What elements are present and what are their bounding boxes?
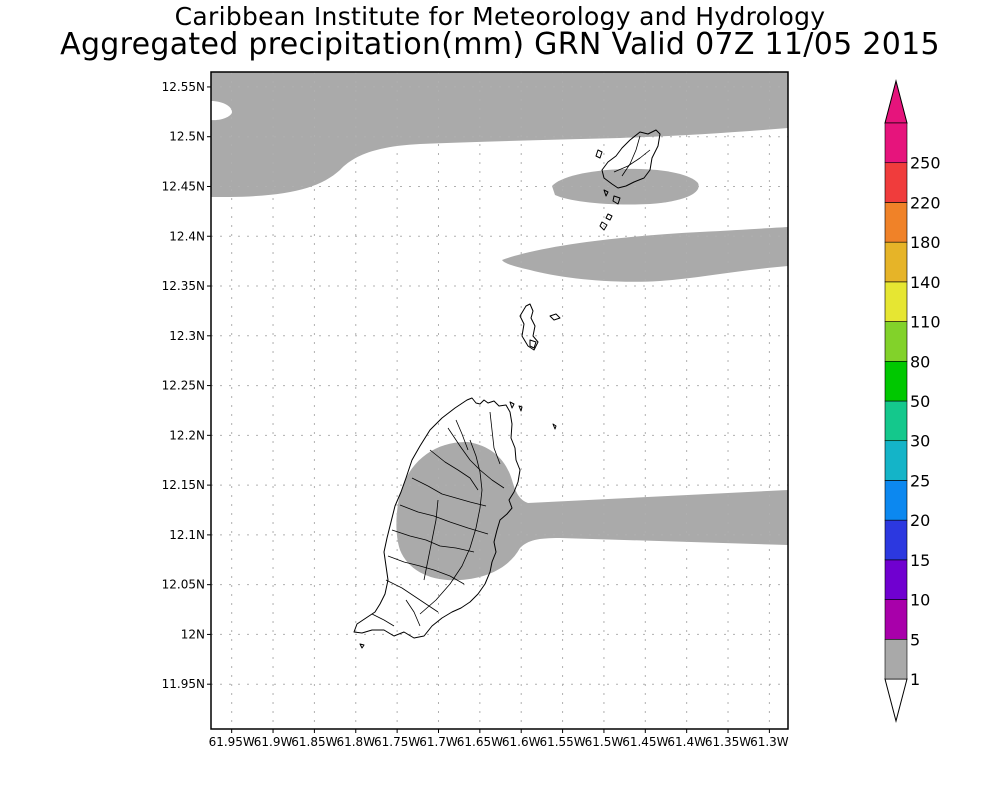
colorbar-label: 25: [910, 471, 930, 490]
precip-area-north-band: [211, 72, 788, 197]
lon-tick-label: 61.45W: [622, 735, 668, 749]
colorbar-label: 80: [910, 352, 930, 371]
colorbar-segment: [884, 241, 908, 283]
colorbar-segment: [884, 162, 908, 203]
carriacou-boundaries: [613, 135, 651, 177]
islet-8: [595, 149, 603, 159]
colorbar-segment: [884, 519, 908, 561]
lon-tick-label: 61.95W: [209, 735, 255, 749]
lat-tick-label: 12.45N: [162, 179, 205, 193]
latitude-axis: 12.55N 12.5N 12.45N 12.4N 12.35N 12.3N 12.25N 1…: [162, 80, 211, 691]
colorbar-label: 110: [910, 313, 941, 332]
islet-3: [552, 423, 557, 430]
lat-tick-label: 12.5N: [169, 130, 205, 144]
lon-tick-label: 61.7W: [419, 735, 458, 749]
lon-tick-label: 61.35W: [705, 735, 751, 749]
colorbar-label: 180: [910, 233, 941, 252]
chart-title: Caribbean Institute for Meteorology and …: [174, 2, 826, 31]
colorbar-label: 50: [910, 392, 930, 411]
colorbar-label: 5: [910, 630, 920, 649]
lat-tick-label: 12N: [181, 627, 205, 641]
islet-9: [603, 189, 609, 197]
islet-4: [359, 643, 365, 649]
colorbar-segment: [884, 440, 908, 481]
lon-tick-label: 61.55W: [539, 735, 585, 749]
grenada-island: [353, 397, 521, 639]
colorbar-segment: [884, 281, 908, 322]
islet-6: [549, 313, 561, 321]
colorbar-label: 250: [910, 154, 941, 173]
lon-tick-label: 61.9W: [254, 735, 293, 749]
colorbar-label: 30: [910, 432, 930, 451]
lon-tick-label: 61.3W: [750, 735, 789, 749]
lat-tick-label: 12.3N: [169, 329, 205, 343]
lon-tick-label: 61.8W: [336, 735, 375, 749]
lat-tick-label: 12.35N: [162, 279, 205, 293]
islet-11: [605, 213, 613, 221]
lon-tick-label: 61.6W: [502, 735, 541, 749]
plot-frame: [210, 71, 789, 730]
longitude-axis: 61.95W61.9W61.85W61.8W61.75W61.7W61.65W6…: [209, 729, 789, 749]
lon-tick-label: 61.5W: [585, 735, 624, 749]
colorbar-bottom-arrow: [884, 678, 908, 723]
colorbar-segment: [884, 202, 908, 243]
colorbar-label: 140: [910, 273, 941, 292]
lon-tick-label: 61.85W: [291, 735, 337, 749]
lat-tick-label: 12.2N: [169, 428, 205, 442]
islet-7: [529, 339, 537, 349]
colorbar-segment: [884, 480, 908, 521]
colorbar-segment: [884, 122, 908, 164]
islet-1: [509, 401, 515, 409]
lat-tick-label: 12.4N: [169, 229, 205, 243]
islet-12: [599, 221, 608, 231]
colorbar-top-arrow: [884, 79, 908, 124]
precip-area-east-band: [502, 227, 788, 282]
colorbar-segment: [884, 559, 908, 600]
colorbar-segment: [884, 400, 908, 442]
colorbar-label: 220: [910, 193, 941, 212]
chart-subtitle: Aggregated precipitation(mm) GRN Valid 0…: [60, 27, 940, 62]
colorbar-segment: [884, 321, 908, 362]
colorbar-segment: [884, 360, 908, 402]
colorbar-segment: [884, 638, 908, 680]
lat-tick-label: 11.95N: [162, 677, 205, 691]
lat-tick-label: 12.05N: [162, 578, 205, 592]
lon-tick-label: 61.4W: [667, 735, 706, 749]
lat-tick-label: 12.15N: [162, 478, 205, 492]
islet-2: [518, 405, 523, 412]
islet-10: [612, 195, 621, 205]
islet-5: [519, 303, 539, 351]
grenada-parish-boundaries: [371, 411, 505, 627]
lon-tick-label: 61.65W: [457, 735, 503, 749]
lon-tick-label: 61.75W: [374, 735, 420, 749]
colorbar-label: 20: [910, 511, 930, 530]
coastlines: [353, 129, 661, 649]
colorbar-label: 1: [910, 670, 920, 689]
lat-tick-label: 12.55N: [162, 80, 205, 94]
colorbar-label: 15: [910, 551, 930, 570]
lat-tick-label: 12.25N: [162, 379, 205, 393]
lat-tick-label: 12.1N: [169, 528, 205, 542]
colorbar-label: 10: [910, 591, 930, 610]
carriacou-island: [601, 129, 661, 189]
colorbar-segment: [884, 599, 908, 640]
